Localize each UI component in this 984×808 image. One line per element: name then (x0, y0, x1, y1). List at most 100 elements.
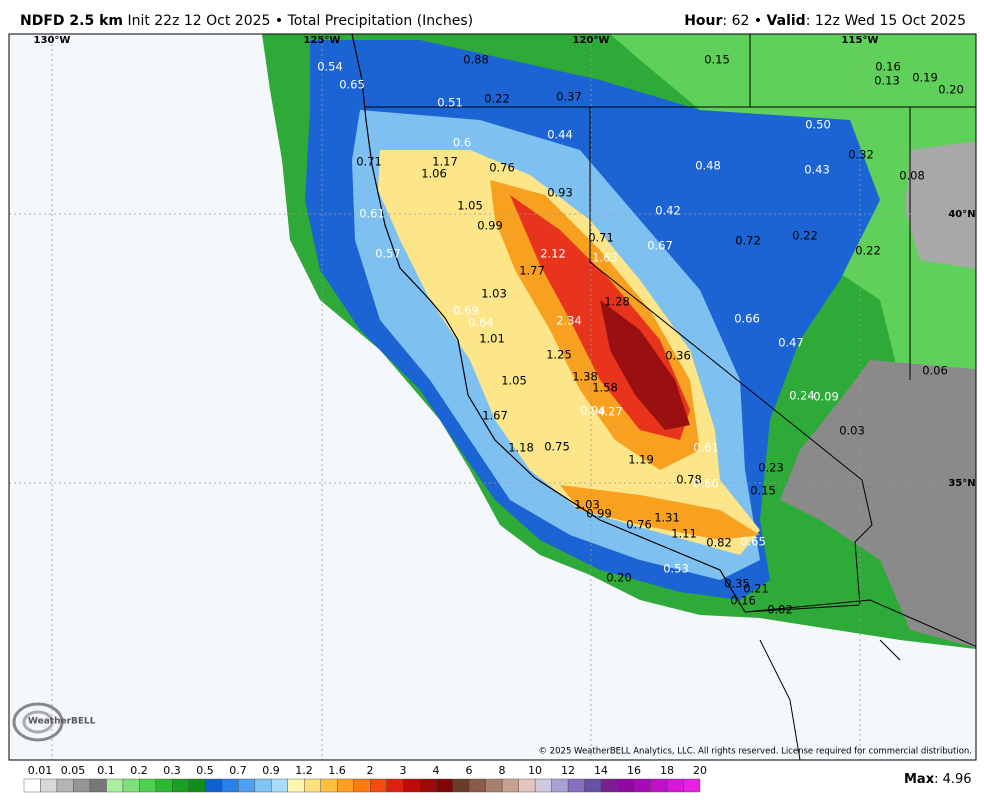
precip-label: 1.63 (592, 251, 618, 265)
colorbar-tick-label: 12 (561, 764, 575, 777)
colorbar-cell (617, 778, 635, 793)
band-south (560, 485, 760, 540)
precip-label: 1.06 (421, 167, 447, 181)
precip-label: 0.64 (468, 316, 494, 330)
colorbar-cell (238, 778, 256, 793)
colorbar-cell (337, 778, 354, 793)
precip-label: 0.78 (676, 473, 702, 487)
colorbar-cell (23, 778, 41, 793)
colorbar-tick-label: 0.7 (229, 764, 247, 777)
colorbar-cell (600, 778, 618, 793)
precip-label: 0.75 (544, 440, 570, 454)
precip-label: 0.48 (695, 159, 721, 173)
precip-label: 1.25 (546, 348, 572, 362)
colorbar-cell (254, 778, 272, 793)
precip-label: 0.76 (489, 161, 515, 175)
colorbar-cell (370, 778, 387, 793)
hour-label: Hour (684, 13, 722, 29)
valid-label: Valid (767, 13, 806, 29)
border-mexico (744, 599, 976, 760)
precip-label: 0.57 (375, 247, 401, 261)
precip-label: 0.37 (556, 90, 582, 104)
precip-label: 0.61 (359, 207, 385, 221)
colorbar-tick-label: 0.05 (61, 764, 86, 777)
colorbar-cell (567, 778, 585, 793)
coastline (351, 34, 746, 613)
precip-label: 0.99 (586, 507, 612, 521)
map-labels: 130°W 125°W 120°W 115°W 40°N 35°N 0.88 0.54 0.65… (34, 35, 976, 617)
precip-label: 0.19 (912, 71, 938, 85)
colorbar-cell (73, 778, 91, 793)
colorbar-cell (386, 778, 404, 793)
colorbar-tick-label: 14 (594, 764, 608, 777)
precip-label: 0.54 (317, 60, 343, 74)
longitude-label: 125°W (304, 35, 341, 46)
state-borders (365, 34, 976, 613)
precip-label: 0.72 (735, 234, 761, 248)
longitude-label: 130°W (34, 35, 71, 46)
colorbar-tick-label: 3 (400, 764, 407, 777)
colorbar-cell (304, 778, 321, 793)
colorbar-cell (56, 778, 74, 793)
precip-label: 1.28 (604, 295, 630, 309)
precip-label: 0.22 (855, 244, 881, 258)
colorbar-cell (534, 778, 552, 793)
precip-label: 0.15 (750, 484, 776, 498)
grey-area-2 (905, 141, 976, 269)
longitude-label: 115°W (842, 35, 879, 46)
colorbar-tick-label: 0.1 (97, 764, 115, 777)
colorbar-cell (287, 778, 305, 793)
precip-label: 0.82 (706, 536, 732, 550)
precip-label: 0.22 (792, 229, 818, 243)
precip-label: 1.77 (519, 264, 545, 278)
colorbar-tick-label: 0.01 (28, 764, 53, 777)
colorbar-cell (650, 778, 668, 793)
precip-label: 0.76 (626, 518, 652, 532)
precip-label: 0.32 (848, 148, 874, 162)
max-value: : 4.96 (934, 772, 971, 787)
precip-label: 0.66 (734, 312, 760, 326)
colorbar-tick-label: 16 (627, 764, 641, 777)
longitude-label: 120°W (573, 35, 610, 46)
colorbar-tick-label: 10 (528, 764, 542, 777)
colorbar-cell (584, 778, 602, 793)
precip-label: 0.66 (693, 477, 719, 491)
precip-label: 0.36 (665, 349, 691, 363)
map-frame (8, 33, 977, 761)
precip-label: 0.20 (938, 83, 964, 97)
precip-label: 0.71 (588, 231, 614, 245)
precip-label: 0.23 (758, 461, 784, 475)
precip-label: 0.50 (805, 118, 831, 132)
precip-label: 2.12 (540, 247, 566, 261)
precip-label: 1.05 (501, 374, 527, 388)
precip-label: 0.47 (778, 336, 804, 350)
precip-label: 0.65 (740, 535, 766, 549)
colorbar-cell (106, 778, 124, 793)
precip-label: 0.13 (874, 74, 900, 88)
precip-label: 0.21 (743, 582, 769, 596)
colorbar-cell (551, 778, 569, 793)
colorbar-cell (666, 778, 684, 793)
valid-value: : 12z Wed 15 Oct 2025 (806, 13, 966, 29)
colorbar-tick-label: 6 (466, 764, 473, 777)
precip-label: 0.02 (767, 603, 793, 617)
precip-label: 1.17 (432, 155, 458, 169)
precip-label: 0.22 (484, 92, 510, 106)
precip-label: 0.16 (875, 60, 901, 74)
precip-label: 0.65 (339, 78, 365, 92)
precip-label: 2.34 (556, 314, 582, 328)
precip-label: 0.69 (453, 304, 479, 318)
precip-label: 0.6 (453, 136, 471, 150)
colorbar-cell (501, 778, 519, 793)
precip-label: 1.31 (654, 511, 680, 525)
colorbar-cell (683, 778, 701, 793)
precip-label: 0.24 (789, 389, 815, 403)
colorbar-cell (518, 778, 536, 793)
header-left: NDFD 2.5 km Init 22z 12 Oct 2025 • Total… (20, 13, 473, 29)
colorbar-tick-label: 0.9 (262, 764, 280, 777)
colorbar-tick-label: 18 (660, 764, 674, 777)
precip-label: 1.38 (572, 370, 598, 384)
colorbar-cell (452, 778, 470, 793)
colorbar-tick-label: 1.6 (328, 764, 346, 777)
